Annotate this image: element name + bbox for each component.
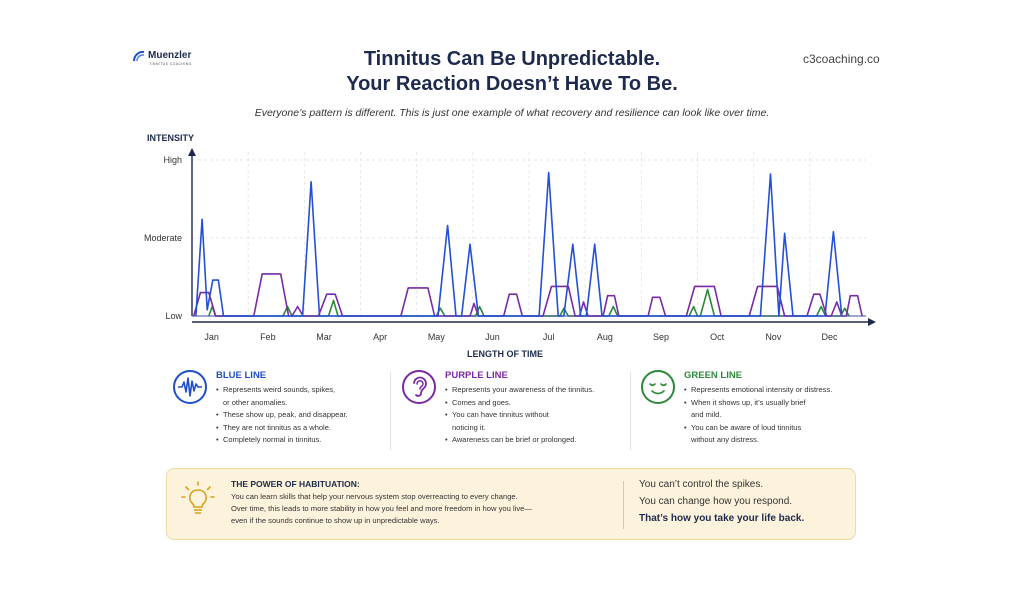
list-item: Completely normal in tinnitus.	[216, 434, 348, 447]
calm-face-icon	[641, 370, 675, 404]
x-tick-label: Oct	[710, 332, 725, 342]
y-tick-label: Moderate	[144, 233, 182, 243]
x-tick-label: May	[428, 332, 446, 342]
list-item: These show up, peak, and disappear.	[216, 409, 348, 422]
legend-purple-list: Represents your awareness of the tinnitu…	[445, 384, 594, 447]
y-axis-arrow	[188, 148, 196, 156]
list-item: Represents weird sounds, spikes,	[216, 384, 348, 397]
banner-text: You can learn skills that help your nerv…	[231, 491, 631, 526]
chart-grid	[192, 152, 866, 317]
x-tick-label: Dec	[821, 332, 838, 342]
waveform-icon	[173, 370, 207, 404]
list-item: Comes and goes.	[445, 397, 594, 410]
list-item: without any distress.	[691, 435, 759, 445]
intensity-chart: High Moderate Low INTENSITY LENGTH OF TIME Ja…	[144, 133, 876, 359]
brand-name: Muenzler	[148, 50, 192, 61]
legend-purple-title: PURPLE LINE	[445, 370, 508, 381]
brand-logo: Muenzler TINNITUS COACHING	[133, 50, 192, 66]
x-axis-title: LENGTH OF TIME	[467, 349, 543, 359]
lightbulb-icon	[181, 481, 215, 514]
y-tick-label: High	[163, 155, 182, 165]
habituation-banner: THE POWER OF HABITUATION: You can learn …	[166, 468, 856, 540]
series-line-blue	[195, 171, 843, 317]
chart-labels: High Moderate Low INTENSITY LENGTH OF TIME Ja…	[144, 133, 838, 359]
banner-quote-2: You can change how you respond.	[639, 496, 793, 507]
list-item: They are not tinnitus as a whole.	[216, 422, 348, 435]
x-axis-arrow	[868, 318, 876, 326]
legend-blue: BLUE LINE Represents weird sounds, spike…	[172, 366, 387, 456]
x-tick-label: Aug	[597, 332, 613, 342]
chart-series	[192, 171, 866, 317]
list-item: You can be aware of loud tinnitus	[684, 422, 832, 435]
legend-blue-list: Represents weird sounds, spikes, or othe…	[216, 384, 348, 447]
legend-blue-title: BLUE LINE	[216, 370, 267, 381]
x-tick-label: Apr	[373, 332, 387, 342]
list-item: Represents emotional intensity or distre…	[684, 384, 832, 397]
x-tick-label: Mar	[316, 332, 332, 342]
list-item: and mild.	[691, 410, 722, 420]
list-item: You can have tinnitus without	[445, 409, 594, 422]
logo-arc-icon	[133, 50, 145, 62]
legend-divider	[630, 372, 631, 450]
list-item: noticing it.	[452, 422, 486, 432]
legend-purple: PURPLE LINE Represents your awareness of…	[401, 366, 626, 456]
banner-title: THE POWER OF HABITUATION:	[231, 479, 360, 489]
list-item: or other anomalies.	[223, 397, 288, 407]
x-tick-label: Jan	[204, 332, 219, 342]
y-tick-label: Low	[165, 311, 182, 321]
legend-green: GREEN LINE Represents emotional intensit…	[640, 366, 865, 456]
list-item: Awareness can be brief or prolonged.	[445, 434, 594, 447]
x-tick-label: Sep	[653, 332, 669, 342]
banner-divider	[623, 481, 624, 529]
x-tick-label: Jun	[485, 332, 500, 342]
title-line-2: Your Reaction Doesn’t Have To Be.	[346, 73, 678, 95]
banner-quote-1: You can’t control the spikes.	[639, 479, 764, 490]
x-tick-label: Feb	[260, 332, 276, 342]
x-tick-label: Nov	[765, 332, 782, 342]
legend-divider	[390, 372, 391, 450]
legend-green-title: GREEN LINE	[684, 370, 743, 381]
banner-quote-3: That’s how you take your life back.	[639, 513, 805, 524]
y-axis-title: INTENSITY	[147, 133, 194, 143]
ear-icon	[402, 370, 436, 404]
title-line-1: Tinnitus Can Be Unpredictable.	[363, 48, 661, 70]
banner-text-line: even if the sounds continue to show up i…	[231, 515, 440, 525]
subtitle: Everyone’s pattern is different. This is…	[254, 107, 770, 119]
banner-text-line: Over time, this leads to more stability …	[231, 503, 532, 513]
site-url: c3coaching.co	[803, 52, 880, 66]
brand-tagline: TINNITUS COACHING	[149, 62, 192, 66]
chart-axes	[188, 148, 876, 326]
banner-text-line: You can learn skills that help your nerv…	[231, 492, 518, 501]
x-tick-label: Jul	[543, 332, 555, 342]
list-item: When it shows up, it’s usually brief	[684, 397, 832, 410]
list-item: Represents your awareness of the tinnitu…	[445, 384, 594, 397]
legend-green-list: Represents emotional intensity or distre…	[684, 384, 832, 447]
